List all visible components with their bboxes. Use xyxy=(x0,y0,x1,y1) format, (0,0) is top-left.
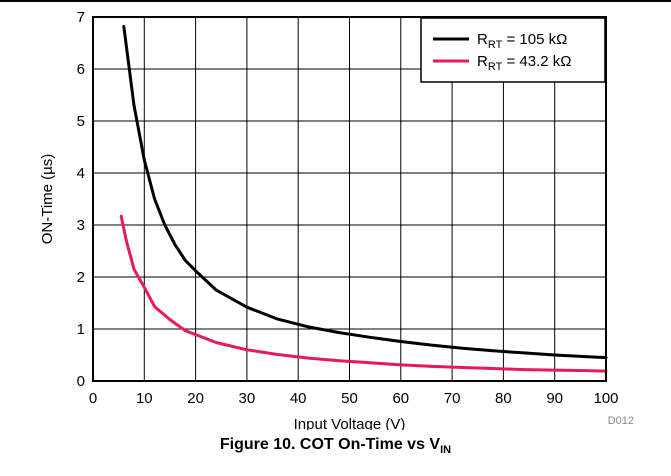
x-tick-label-1: 10 xyxy=(136,390,153,407)
x-tick-label-5: 50 xyxy=(341,390,358,407)
legend-label-1: RRT = 43.2 kΩ xyxy=(477,53,571,73)
series-line-0 xyxy=(122,24,608,360)
caption-text: Figure 10. COT On-Time vs V xyxy=(219,436,441,453)
x-tick-label-6: 60 xyxy=(392,390,409,407)
figure-id: D012 xyxy=(608,415,634,427)
x-tick-label-10: 100 xyxy=(593,390,618,407)
y-tick-label-2: 2 xyxy=(77,269,85,286)
x-tick-label-9: 90 xyxy=(546,390,563,407)
y-tick-label-7: 7 xyxy=(77,9,85,26)
y-tick-label-5: 5 xyxy=(77,113,85,130)
y-tick-label-6: 6 xyxy=(77,61,85,78)
y-tick-label-0: 0 xyxy=(77,373,85,390)
legend-box xyxy=(420,17,606,83)
legend-label-0: RRT = 105 kΩ xyxy=(477,31,567,51)
y-tick-label-1: 1 xyxy=(77,321,85,338)
x-tick-label-0: 0 xyxy=(89,390,97,407)
x-tick-label-4: 40 xyxy=(290,390,307,407)
caption-subscript: IN xyxy=(440,444,452,457)
top-rule xyxy=(0,0,671,2)
x-tick-label-8: 80 xyxy=(495,390,512,407)
chart-area: 0 10 20 30 40 50 60 70 80 90 100 0 1 2 3 4 5 6 7 Input Vo… xyxy=(39,9,634,430)
y-axis-label: ON-Time (µs) xyxy=(39,154,56,245)
x-tick-label-7: 70 xyxy=(444,390,461,407)
series-group xyxy=(119,24,608,373)
x-tick-label-3: 30 xyxy=(239,390,256,407)
x-tick-labels: 0 10 20 30 40 50 60 70 80 90 100 xyxy=(89,390,619,407)
x-tick-label-2: 20 xyxy=(187,390,204,407)
x-axis-label: Input Voltage (V) xyxy=(294,416,406,430)
figure-caption: Figure 10. COT On-Time vs VIN xyxy=(0,436,671,456)
plot-frame xyxy=(92,16,607,382)
y-tick-labels: 0 1 2 3 4 5 6 7 xyxy=(77,9,85,390)
y-tick-label-3: 3 xyxy=(77,217,85,234)
series-line-1 xyxy=(119,214,608,373)
y-tick-label-4: 4 xyxy=(77,165,85,182)
